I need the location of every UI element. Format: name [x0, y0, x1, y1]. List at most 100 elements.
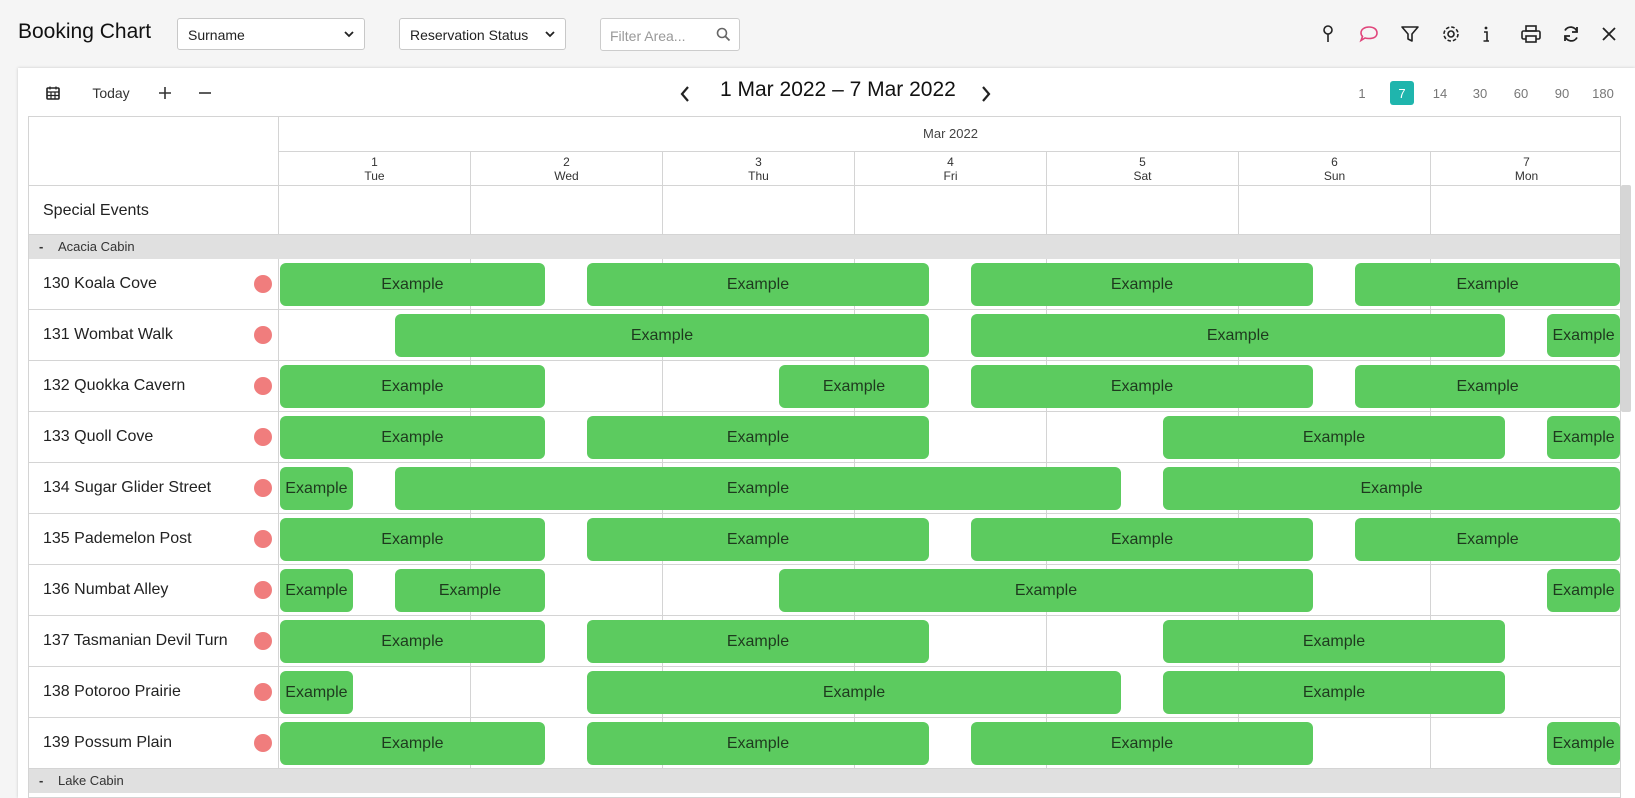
room-type-group[interactable]: - Acacia Cabin — [29, 235, 1620, 259]
sort-select[interactable]: Surname — [177, 18, 365, 50]
day-cell[interactable] — [278, 514, 470, 565]
room-label[interactable]: 132 Quokka Cavern — [29, 361, 278, 412]
booking-block[interactable]: Example — [280, 518, 545, 561]
room-label[interactable]: 130 Koala Cove — [29, 259, 278, 310]
room-label[interactable]: 133 Quoll Cove — [29, 412, 278, 463]
day-cell[interactable] — [278, 718, 470, 769]
day-cell[interactable] — [278, 463, 470, 514]
span-90-days-button[interactable]: 90 — [1554, 85, 1570, 101]
booking-block[interactable]: Example — [395, 569, 545, 612]
booking-block[interactable]: Example — [779, 365, 929, 408]
vertical-scrollbar[interactable] — [1621, 185, 1631, 412]
room-label[interactable]: 137 Tasmanian Devil Turn — [29, 616, 278, 667]
collapse-toggle[interactable]: - — [39, 239, 44, 254]
special-events-cell[interactable] — [1430, 186, 1620, 235]
special-events-cell[interactable] — [662, 186, 854, 235]
booking-block[interactable]: Example — [587, 263, 929, 306]
booking-block[interactable]: Example — [1163, 620, 1505, 663]
span-1-days-button[interactable]: 1 — [1358, 85, 1366, 101]
room-label[interactable]: 131 Wombat Walk — [29, 310, 278, 361]
booking-block[interactable]: Example — [1163, 671, 1505, 714]
room-label[interactable]: 136 Numbat Alley — [29, 565, 278, 616]
span-30-days-button[interactable]: 30 — [1472, 85, 1488, 101]
span-180-days-button[interactable]: 180 — [1592, 85, 1614, 101]
day-cell[interactable] — [278, 667, 470, 718]
booking-block[interactable]: Example — [1355, 518, 1620, 561]
reservation-status-select[interactable]: Reservation Status — [399, 18, 566, 50]
span-7-days-button[interactable]: 7 — [1390, 81, 1414, 105]
booking-block[interactable]: Example — [280, 620, 545, 663]
day-cell[interactable] — [278, 616, 470, 667]
info-button[interactable] — [1472, 20, 1500, 48]
collapse-toggle[interactable]: - — [39, 773, 44, 788]
special-events-cell[interactable] — [278, 186, 470, 235]
span-14-days-button[interactable]: 14 — [1432, 85, 1448, 101]
next-period-button[interactable] — [973, 81, 999, 107]
booking-block[interactable]: Example — [280, 569, 353, 612]
booking-block[interactable]: Example — [1355, 263, 1620, 306]
booking-block[interactable]: Example — [280, 722, 545, 765]
booking-block[interactable]: Example — [1547, 314, 1620, 357]
pin-button[interactable] — [1314, 20, 1342, 48]
span-60-days-button[interactable]: 60 — [1513, 85, 1529, 101]
booking-block[interactable]: Example — [587, 518, 929, 561]
booking-block[interactable]: Example — [280, 365, 545, 408]
booking-block[interactable]: Example — [1163, 467, 1620, 510]
booking-block[interactable]: Example — [1547, 722, 1620, 765]
day-cell[interactable] — [662, 361, 854, 412]
booking-block[interactable]: Example — [587, 722, 929, 765]
calendar-button[interactable] — [40, 80, 66, 106]
booking-block[interactable]: Example — [587, 671, 1121, 714]
booking-block[interactable]: Example — [971, 263, 1313, 306]
day-cell[interactable] — [278, 412, 470, 463]
comment-button[interactable] — [1355, 20, 1383, 48]
special-events-cell[interactable] — [470, 186, 662, 235]
booking-block[interactable]: Example — [971, 722, 1313, 765]
booking-block[interactable]: Example — [1355, 365, 1620, 408]
previous-period-button[interactable] — [672, 81, 698, 107]
booking-block[interactable]: Example — [1163, 416, 1505, 459]
refresh-button[interactable] — [1557, 20, 1585, 48]
booking-block[interactable]: Example — [280, 671, 353, 714]
special-events-cell[interactable] — [1238, 186, 1430, 235]
day-cell[interactable] — [278, 310, 470, 361]
today-button[interactable]: Today — [92, 85, 130, 101]
booking-block[interactable]: Example — [971, 518, 1313, 561]
day-cell[interactable] — [1430, 718, 1620, 769]
booking-block[interactable]: Example — [971, 365, 1313, 408]
special-events-cell[interactable] — [854, 186, 1046, 235]
search-icon[interactable] — [716, 27, 731, 42]
booking-block[interactable]: Example — [280, 467, 353, 510]
booking-block[interactable]: Example — [587, 416, 929, 459]
booking-block[interactable]: Example — [587, 620, 929, 663]
zoom-out-button[interactable] — [192, 80, 218, 106]
booking-block[interactable]: Example — [1547, 416, 1620, 459]
day-cell[interactable] — [278, 361, 470, 412]
day-cell[interactable] — [278, 565, 470, 616]
room-label[interactable]: 134 Sugar Glider Street — [29, 463, 278, 514]
booking-block[interactable]: Example — [395, 314, 929, 357]
booking-block[interactable]: Example — [280, 416, 545, 459]
booking-block[interactable]: Example — [971, 314, 1505, 357]
settings-button[interactable] — [1437, 20, 1465, 48]
special-events-cell[interactable] — [1046, 186, 1238, 235]
zoom-in-button[interactable] — [152, 80, 178, 106]
filter-area-input[interactable] — [608, 21, 712, 51]
room-label[interactable]: 135 Pademelon Post — [29, 514, 278, 565]
day-cell[interactable] — [470, 667, 662, 718]
print-button[interactable] — [1517, 20, 1545, 48]
room-label[interactable]: 138 Potoroo Prairie — [29, 667, 278, 718]
day-cell[interactable] — [662, 565, 854, 616]
filter-button[interactable] — [1396, 20, 1424, 48]
close-button[interactable] — [1595, 20, 1623, 48]
day-cell[interactable] — [1046, 616, 1238, 667]
booking-block[interactable]: Example — [280, 263, 545, 306]
day-cell[interactable] — [1430, 565, 1620, 616]
day-cell[interactable] — [278, 259, 470, 310]
booking-block[interactable]: Example — [395, 467, 1121, 510]
day-cell[interactable] — [1046, 412, 1238, 463]
booking-block[interactable]: Example — [779, 569, 1313, 612]
booking-block[interactable]: Example — [1547, 569, 1620, 612]
room-type-group[interactable]: - Lake Cabin — [29, 769, 1620, 793]
room-label[interactable]: 139 Possum Plain — [29, 718, 278, 769]
